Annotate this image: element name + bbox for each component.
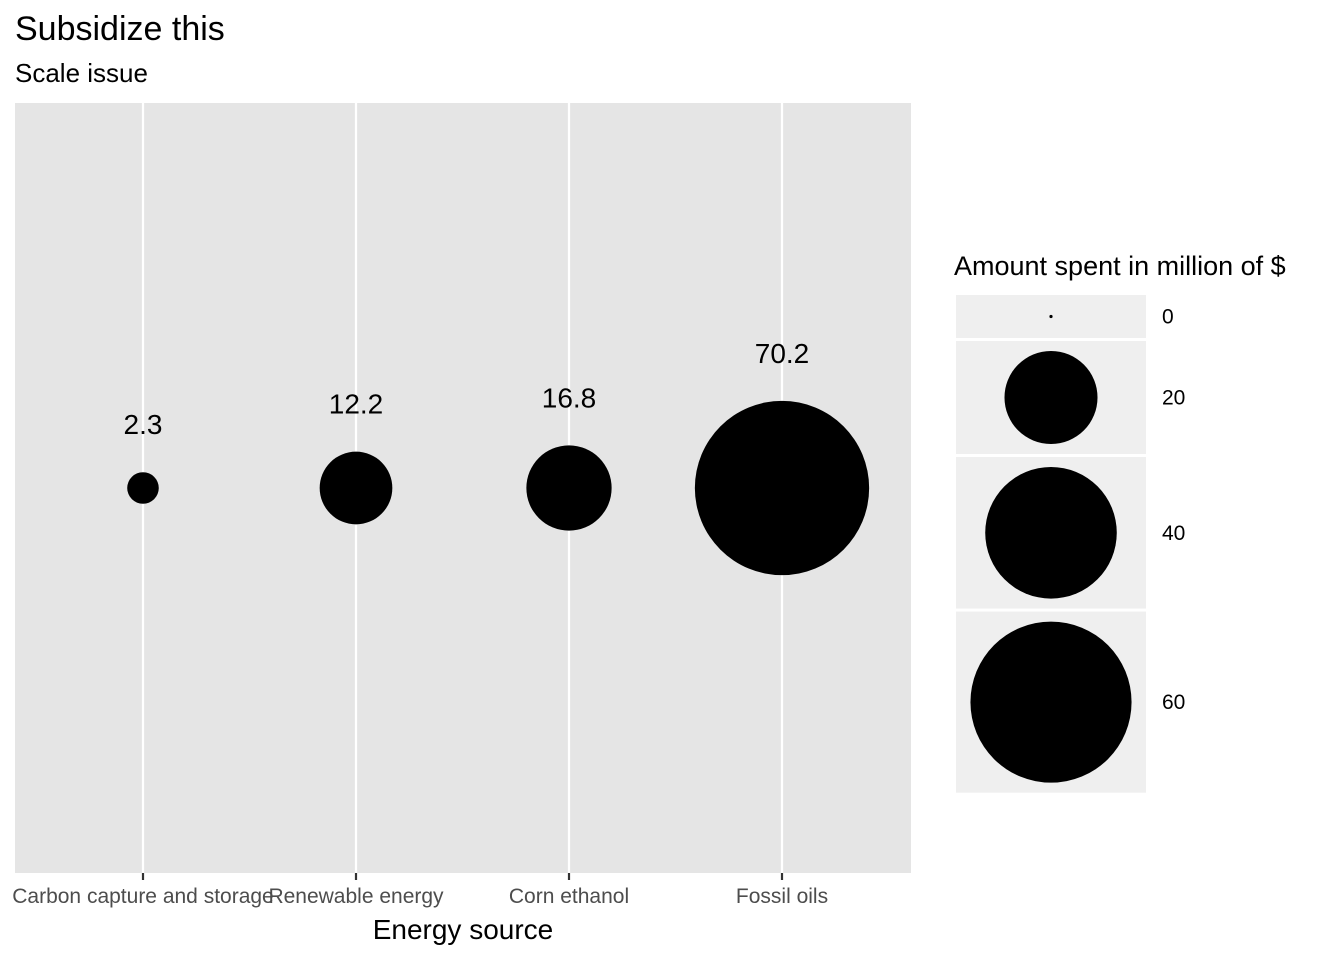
legend-title: Amount spent in million of $	[954, 251, 1286, 281]
legend-label: 40	[1162, 522, 1185, 545]
data-label: 12.2	[329, 389, 384, 420]
legend-key-symbol	[1049, 314, 1053, 319]
legend-key-symbol	[970, 621, 1132, 783]
legend-label: 60	[1162, 691, 1185, 714]
x-axis-title: Energy source	[373, 914, 554, 945]
legend-label: 0	[1162, 306, 1174, 329]
data-label: 2.3	[124, 409, 163, 440]
x-tick-label: Renewable energy	[268, 885, 444, 908]
data-point	[526, 445, 612, 531]
data-label: 70.2	[755, 338, 810, 369]
legend-keys: 0 20 40 60	[956, 295, 1185, 793]
chart-subtitle: Scale issue	[15, 58, 148, 88]
legend-key-symbol	[985, 467, 1117, 599]
x-axis-ticks	[141, 873, 784, 880]
data-point	[694, 400, 870, 576]
legend: Amount spent in million of $ 0 20 40 60	[954, 251, 1286, 793]
x-tick-label: Carbon capture and storage	[12, 885, 274, 908]
data-points	[127, 400, 870, 576]
data-label: 16.8	[542, 382, 597, 413]
data-point	[127, 472, 159, 504]
x-tick-label: Fossil oils	[736, 885, 828, 908]
chart-title: Subsidize this	[15, 10, 225, 48]
legend-label: 20	[1162, 387, 1185, 410]
data-labels: 2.3 12.2 16.8 70.2	[124, 338, 810, 440]
x-tick-label: Corn ethanol	[509, 885, 629, 908]
data-point	[319, 451, 393, 525]
legend-key-symbol	[1004, 351, 1098, 445]
